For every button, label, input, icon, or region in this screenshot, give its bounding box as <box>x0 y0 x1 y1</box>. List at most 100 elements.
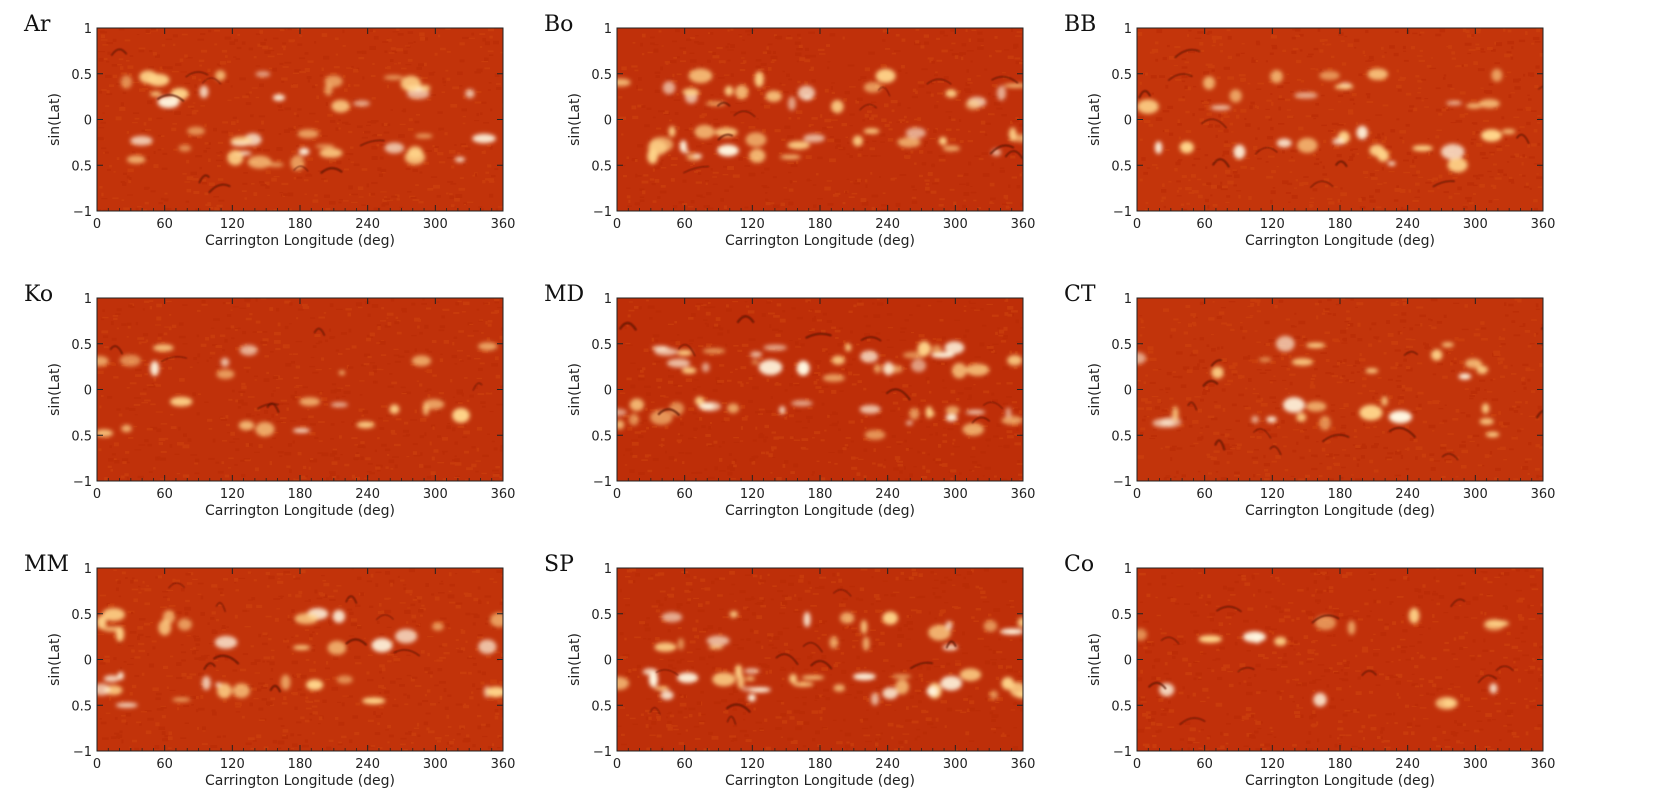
y-axis-title: sin(Lat) <box>567 93 583 146</box>
x-tick-label: 0 <box>613 487 621 502</box>
y-tick-label: −1 <box>73 205 92 220</box>
x-tick-label: 0 <box>1133 757 1141 772</box>
x-tick-label: 120 <box>220 487 245 502</box>
x-axis-title: Carrington Longitude (deg) <box>725 503 915 519</box>
y-tick-label: 1 <box>1124 292 1132 307</box>
x-tick-label: 360 <box>1011 487 1036 502</box>
y-tick-label: 0.5 <box>1111 608 1132 623</box>
heatmap-image <box>617 298 1023 481</box>
panel-label: MD <box>544 282 584 307</box>
x-tick-label: 360 <box>491 217 516 232</box>
x-tick-label: 180 <box>1328 487 1353 502</box>
x-tick-label: 180 <box>288 217 313 232</box>
chart-svg: Bo 0 60 120 180 240 300 360 1 0.5 0 0.5 −1 Carrington… <box>544 12 1035 249</box>
heatmap-image <box>617 28 1023 211</box>
heatmap-texture <box>97 568 503 751</box>
x-tick-label: 60 <box>156 757 173 772</box>
heatmap-texture <box>619 298 1023 481</box>
y-axis-title: sin(Lat) <box>1087 633 1103 686</box>
heatmap-background <box>617 568 1023 751</box>
chart-panel-co: Co 0 60 120 180 240 300 360 1 0.5 0 0.5 −1 Carrington… <box>1040 540 1593 810</box>
x-tick-label: 0 <box>93 757 101 772</box>
heatmap-texture <box>97 298 503 481</box>
panel-label: Ar <box>23 12 51 37</box>
bright-regions <box>617 610 1023 706</box>
x-tick-label: 120 <box>740 217 765 232</box>
chart-panel-ct: CT 0 60 120 180 240 300 360 1 0.5 0 0.5 −1 Carrington… <box>1040 270 1593 540</box>
chart-svg: CT 0 60 120 180 240 300 360 1 0.5 0 0.5 −1 Carrington… <box>1064 282 1555 519</box>
panel-label: BB <box>1064 12 1096 37</box>
x-tick-label: 60 <box>676 217 693 232</box>
y-tick-label: 0.5 <box>1111 159 1132 174</box>
chart-panel-mm: MM 0 60 120 180 240 300 360 1 0.5 0 0.5 −1 Carrington… <box>0 540 553 810</box>
y-axis-title: sin(Lat) <box>1087 93 1103 146</box>
x-tick-label: 120 <box>1260 217 1285 232</box>
chart-panel-bo: Bo 0 60 120 180 240 300 360 1 0.5 0 0.5 −1 Carrington… <box>520 0 1073 270</box>
dark-filaments <box>168 582 420 693</box>
x-tick-label: 240 <box>355 487 380 502</box>
x-axis-title: Carrington Longitude (deg) <box>1245 503 1435 519</box>
x-axis-title: Carrington Longitude (deg) <box>1245 233 1435 249</box>
y-tick-label: 0 <box>1124 384 1132 399</box>
chart-svg: SP 0 60 120 180 240 300 360 1 0.5 0 0.5 −1 Carrington… <box>544 552 1035 789</box>
x-tick-label: 180 <box>1328 217 1353 232</box>
heatmap-image <box>1137 568 1543 751</box>
chart-svg: Co 0 60 120 180 240 300 360 1 0.5 0 0.5 −1 Carrington… <box>1064 552 1555 789</box>
dark-filaments <box>619 315 1004 424</box>
y-axis-title: sin(Lat) <box>47 633 63 686</box>
y-axis-title: sin(Lat) <box>567 633 583 686</box>
x-tick-label: 0 <box>93 487 101 502</box>
x-tick-label: 180 <box>288 757 313 772</box>
bright-regions <box>1137 68 1516 173</box>
dark-filaments <box>1187 326 1543 461</box>
chart-svg: Ar 0 60 120 180 240 300 360 1 0.5 0 0.5 −1 Carrington… <box>23 12 516 249</box>
x-axis-title: Carrington Longitude (deg) <box>725 773 915 789</box>
heatmap-image <box>97 298 503 481</box>
y-tick-label: 0 <box>604 654 612 669</box>
x-tick-label: 240 <box>1395 217 1420 232</box>
heatmap-background <box>1137 568 1543 751</box>
chart-panel-sp: SP 0 60 120 180 240 300 360 1 0.5 0 0.5 −1 Carrington… <box>520 540 1073 810</box>
x-tick-label: 360 <box>1531 217 1556 232</box>
x-axis-title: Carrington Longitude (deg) <box>205 503 395 519</box>
x-tick-label: 180 <box>1328 757 1353 772</box>
chart-panel-ko: Ko 0 60 120 180 240 300 360 1 0.5 0 0.5 −1 Carrington… <box>0 270 553 540</box>
y-tick-label: 1 <box>604 292 612 307</box>
x-tick-label: 120 <box>1260 487 1285 502</box>
y-tick-label: 0.5 <box>591 608 612 623</box>
x-tick-label: 60 <box>1196 487 1213 502</box>
x-tick-label: 300 <box>1463 757 1488 772</box>
x-tick-label: 0 <box>613 217 621 232</box>
chart-panel-bb: BB 0 60 120 180 240 300 360 1 0.5 0 0.5 −1 Carrington… <box>1040 0 1593 270</box>
dark-filaments <box>109 327 483 413</box>
bright-regions <box>1137 335 1500 438</box>
bright-regions <box>97 607 503 708</box>
bright-regions <box>617 68 1023 164</box>
dark-filaments <box>1138 48 1543 188</box>
x-tick-label: 60 <box>676 757 693 772</box>
panel-label: Bo <box>544 12 573 37</box>
y-tick-label: 0.5 <box>71 159 92 174</box>
y-axis-title: sin(Lat) <box>47 363 63 416</box>
y-axis-title: sin(Lat) <box>1087 363 1103 416</box>
x-tick-label: 240 <box>1395 757 1420 772</box>
x-axis-title: Carrington Longitude (deg) <box>205 233 395 249</box>
y-tick-label: 0.5 <box>1111 68 1132 83</box>
y-tick-label: 0 <box>604 384 612 399</box>
y-tick-label: −1 <box>1113 475 1132 490</box>
x-tick-label: 180 <box>808 757 833 772</box>
y-tick-label: 1 <box>84 22 92 37</box>
y-tick-label: −1 <box>1113 745 1132 760</box>
y-tick-label: 1 <box>604 22 612 37</box>
x-tick-label: 180 <box>288 487 313 502</box>
x-tick-label: 0 <box>613 757 621 772</box>
heatmap-background <box>1137 28 1543 211</box>
y-tick-label: 0.5 <box>591 159 612 174</box>
y-tick-label: −1 <box>1113 205 1132 220</box>
chart-svg: BB 0 60 120 180 240 300 360 1 0.5 0 0.5 −1 Carrington… <box>1064 12 1556 249</box>
y-tick-label: 0.5 <box>71 608 92 623</box>
y-tick-label: 0.5 <box>591 338 612 353</box>
x-tick-label: 300 <box>943 757 968 772</box>
x-tick-label: 60 <box>1196 217 1213 232</box>
